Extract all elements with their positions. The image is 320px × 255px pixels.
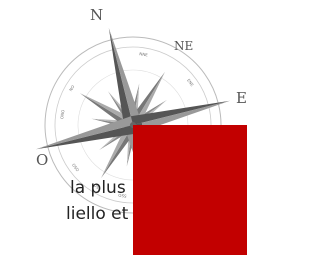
northeast-label: NE <box>174 39 193 53</box>
east-label: E <box>236 89 247 107</box>
north-label: N <box>90 6 103 24</box>
ring-label: NNE <box>139 51 149 57</box>
ring-label: NO <box>68 84 75 92</box>
paragraph-line: liello et <box>66 204 128 224</box>
ring-label: ENE <box>186 78 195 88</box>
red-block <box>133 125 247 255</box>
page: NNEENENOONOOSOSOSSOSSEESE N NE E O la pl… <box>0 0 247 255</box>
ring-label: OSO <box>71 162 80 172</box>
west-label: O <box>36 151 48 169</box>
paragraph-line: la plus <box>70 178 126 198</box>
ring-label: ONO <box>59 109 65 119</box>
